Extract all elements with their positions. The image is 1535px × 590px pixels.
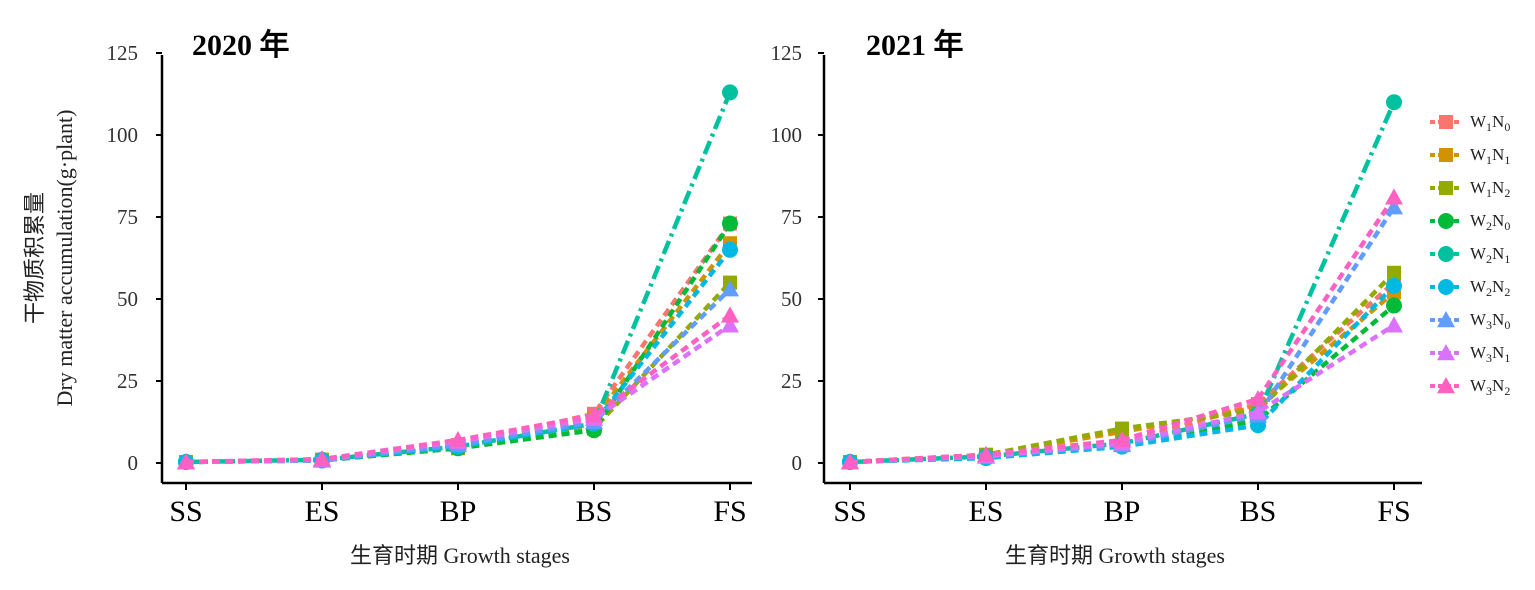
legend-item-W1N2: W1N2 xyxy=(1430,178,1510,200)
legend-label: W1N2 xyxy=(1470,178,1510,200)
y-tick-label: 125 xyxy=(107,41,139,65)
legend-marker xyxy=(1437,344,1455,361)
y-tick-label: 125 xyxy=(771,41,803,65)
x-axis-label: 生育时期 Growth stages xyxy=(1005,543,1225,568)
legend-marker xyxy=(1438,279,1454,295)
legend-label: W3N2 xyxy=(1470,376,1510,398)
legend-marker xyxy=(1439,148,1453,162)
series-line xyxy=(849,303,1396,465)
legend-label: W2N2 xyxy=(1470,277,1510,299)
y-axis-label-cn: 干物质积累量 xyxy=(22,192,47,324)
legend-label: W1N1 xyxy=(1470,145,1510,167)
data-point xyxy=(1113,431,1131,448)
y-tick-label: 0 xyxy=(792,451,803,475)
data-point xyxy=(1385,198,1403,215)
data-point xyxy=(721,316,739,333)
legend-item-W3N2: W3N2 xyxy=(1430,376,1510,398)
legend-marker xyxy=(1438,213,1454,229)
legend-item-W3N0: W3N0 xyxy=(1430,310,1510,332)
y-tick-label: 75 xyxy=(117,205,138,229)
series-line xyxy=(185,91,733,465)
chart-panel-2020: 2020 年 生育时期 Growth stages 0 25 50 75 100 125 S… xyxy=(107,29,752,568)
x-tick-label: BP xyxy=(1104,495,1141,528)
legend-item-W1N0: W1N0 xyxy=(1430,112,1510,134)
legend-marker xyxy=(1439,181,1453,195)
series-line xyxy=(849,196,1396,465)
x-tick-label: ES xyxy=(304,495,339,528)
data-point xyxy=(1249,403,1267,420)
panel-title: 2020 年 xyxy=(192,29,290,62)
series-line xyxy=(849,280,1396,465)
y-tick-label: 100 xyxy=(771,123,803,147)
x-tick-label: BP xyxy=(440,495,477,528)
series-line xyxy=(185,241,732,465)
y-tick-label: 75 xyxy=(781,205,802,229)
series-line xyxy=(849,205,1396,465)
data-point xyxy=(1387,265,1401,280)
legend-label: W3N1 xyxy=(1470,343,1510,365)
series-W3N2 xyxy=(841,188,1403,470)
y-tick-label: 25 xyxy=(117,369,138,393)
data-point xyxy=(1115,421,1129,436)
y-tick-label: 100 xyxy=(107,123,139,147)
legend-marker xyxy=(1438,246,1454,262)
series-W3N2 xyxy=(177,306,739,470)
x-tick-label: SS xyxy=(169,495,202,528)
x-tick-label: ES xyxy=(968,495,1003,528)
data-point xyxy=(722,215,738,232)
legend-item-W2N0: W2N0 xyxy=(1430,211,1510,233)
panel-title: 2021 年 xyxy=(866,29,964,62)
legend: W1N0 W1N1 W1N2 W2N0 W2N1 W2N2 W3N0 W3N1 W3N2 xyxy=(1430,112,1510,398)
series-line xyxy=(185,222,732,465)
data-point xyxy=(977,445,995,462)
data-point xyxy=(585,406,603,423)
legend-label: W1N0 xyxy=(1470,112,1510,134)
legend-label: W2N1 xyxy=(1470,244,1510,266)
y-tick-label: 50 xyxy=(117,287,138,311)
y-tick-label: 50 xyxy=(781,287,802,311)
legend-item-W1N1: W1N1 xyxy=(1430,145,1510,167)
data-point xyxy=(722,241,738,258)
x-tick-label: FS xyxy=(713,495,746,528)
data-point xyxy=(721,280,739,297)
legend-marker xyxy=(1437,377,1455,394)
series-W2N1 xyxy=(178,84,738,471)
legend-marker xyxy=(1437,311,1455,328)
data-point xyxy=(1249,390,1267,407)
x-tick-label: BS xyxy=(576,495,613,528)
series-line xyxy=(185,248,732,465)
data-point xyxy=(1386,297,1402,314)
y-tick-label: 0 xyxy=(128,451,139,475)
legend-marker xyxy=(1439,115,1453,129)
x-tick-label: FS xyxy=(1377,495,1410,528)
y-axis-label-en: Dry matter accumulation(g·plant) xyxy=(52,110,77,407)
data-point xyxy=(1385,188,1403,205)
data-point xyxy=(449,431,467,448)
legend-item-W3N1: W3N1 xyxy=(1430,343,1510,365)
y-tick-label: 25 xyxy=(781,369,802,393)
data-point xyxy=(721,306,739,323)
series-line xyxy=(849,284,1396,465)
data-point xyxy=(841,453,859,470)
data-point xyxy=(1386,94,1402,111)
legend-label: W2N0 xyxy=(1470,211,1510,233)
legend-label: W3N0 xyxy=(1470,310,1510,332)
x-tick-label: SS xyxy=(833,495,866,528)
legend-item-W2N1: W2N1 xyxy=(1430,244,1510,266)
series-line xyxy=(849,101,1397,465)
series-line xyxy=(185,287,732,465)
chart-panel-2021: 2021 年 生育时期 Growth stages 0 25 50 75 100 125 S… xyxy=(771,29,1422,568)
x-axis-label: 生育时期 Growth stages xyxy=(350,543,570,568)
data-point xyxy=(722,84,738,101)
data-point xyxy=(177,453,195,470)
data-point xyxy=(1385,316,1403,333)
data-point xyxy=(1386,277,1402,294)
series-line xyxy=(185,222,732,465)
series-W2N1 xyxy=(842,94,1402,471)
legend-item-W2N2: W2N2 xyxy=(1430,277,1510,299)
data-point xyxy=(313,450,331,467)
x-tick-label: BS xyxy=(1240,495,1277,528)
